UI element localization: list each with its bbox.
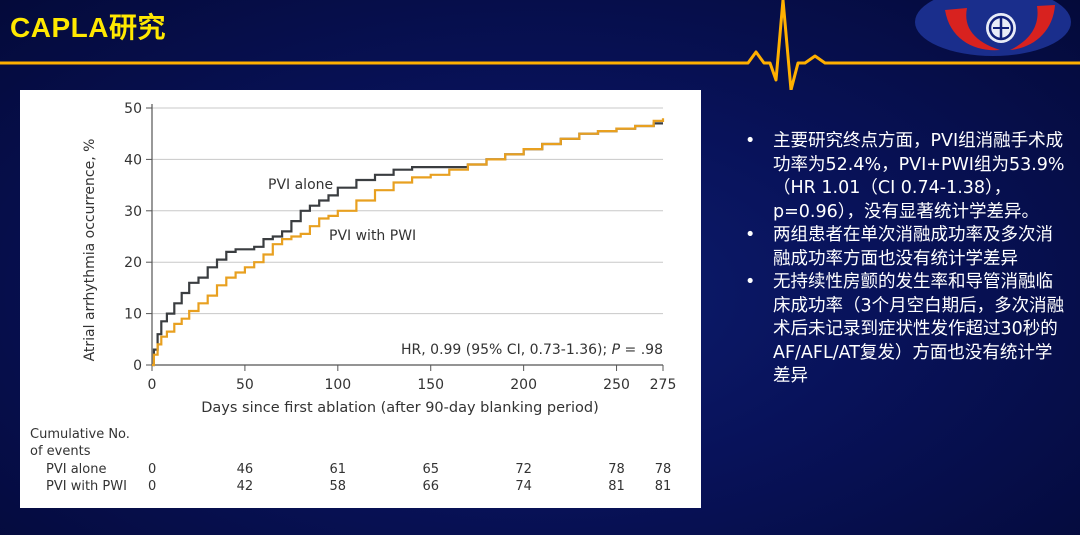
x-tick-label: 275 [650, 377, 677, 393]
x-tick-label: 250 [603, 377, 630, 393]
risk-table-cell: 42 [236, 479, 254, 494]
risk-table-cell: 81 [654, 479, 672, 494]
risk-table-cell: 78 [654, 462, 672, 477]
y-tick-label: 40 [124, 152, 142, 168]
kaplan-meier-chart-panel: 0 10 20 30 40 50 0 50 100 150 200 250 275 Atrial arr… [20, 90, 701, 508]
risk-table-cell: 81 [608, 479, 625, 494]
risk-table-cell: 0 [148, 462, 157, 477]
x-tick-label: 0 [148, 377, 157, 393]
risk-table-cell: 58 [329, 479, 347, 494]
ecg-trace-decoration [0, 0, 1080, 90]
y-axis-label: Atrial arrhythmia occurrence, % [82, 139, 98, 362]
kaplan-meier-chart: 0 10 20 30 40 50 0 50 100 150 200 250 275 Atrial arr… [82, 101, 677, 415]
hospital-logo [915, 0, 1071, 56]
risk-row-label-pvi-alone: PVI alone [46, 462, 107, 477]
risk-table-cell: 74 [515, 479, 532, 494]
finding-bullet-1: 主要研究终点方面，PVI组消融手术成功率为52.4%，PVI+PWI组为53.9… [745, 130, 1065, 224]
series-line-pvi-with-pwi [152, 118, 665, 367]
cumulative-events-title-line-2: of events [30, 444, 91, 459]
y-tick-label: 20 [124, 255, 142, 271]
x-tick-label: 200 [510, 377, 537, 393]
x-tick-label: 100 [324, 377, 351, 393]
slide-title: CAPLA研究 [10, 12, 166, 43]
risk-row-label-pvi-with-pwi: PVI with PWI [46, 479, 127, 494]
risk-table-cell: 46 [236, 462, 254, 477]
finding-bullet-3: 无持续性房颤的发生率和导管消融临床成功率（3个月空白期后，多次消融术后未记录到症… [745, 271, 1065, 389]
risk-table-cell: 72 [515, 462, 532, 477]
y-tick-label: 30 [124, 204, 142, 220]
x-tick-label: 50 [236, 377, 254, 393]
finding-bullet-2: 两组患者在单次消融成功率及多次消融成功率方面也没有统计学差异 [745, 224, 1065, 271]
y-tick-label: 50 [124, 101, 142, 117]
findings-list: 主要研究终点方面，PVI组消融手术成功率为52.4%，PVI+PWI组为53.9… [745, 130, 1065, 389]
legend-label-pvi-with-pwi: PVI with PWI [329, 228, 416, 244]
risk-table-cell: 78 [608, 462, 625, 477]
y-tick-label: 0 [133, 358, 142, 374]
cumulative-events-title-line-1: Cumulative No. [30, 427, 130, 442]
legend-label-pvi-alone: PVI alone [268, 177, 333, 193]
y-tick-label: 10 [124, 307, 142, 323]
x-tick-label: 150 [417, 377, 444, 393]
risk-table-cell: 61 [329, 462, 347, 477]
hr-annotation: HR, 0.99 (95% CI, 0.73-1.36); P = .98 [401, 342, 663, 358]
risk-table-cell: 66 [422, 479, 439, 494]
risk-table-cell: 0 [148, 479, 157, 494]
risk-table-cell: 65 [422, 462, 439, 477]
x-axis-label: Days since first ablation (after 90-day … [201, 400, 599, 415]
